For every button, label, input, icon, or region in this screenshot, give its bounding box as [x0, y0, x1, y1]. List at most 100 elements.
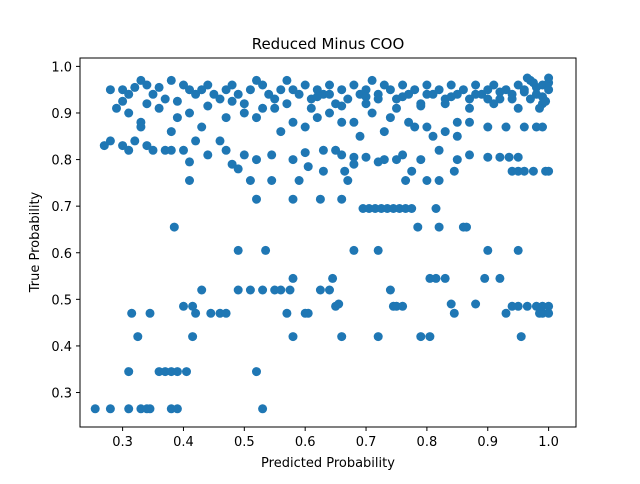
data-point [528, 78, 538, 88]
data-point [288, 194, 298, 204]
data-point [340, 166, 350, 176]
data-point [410, 122, 420, 132]
data-point [258, 285, 268, 295]
x-tick-label: 0.5 [234, 435, 255, 450]
y-tick-label: 0.4 [51, 340, 72, 355]
data-point [385, 113, 395, 123]
data-point [166, 145, 176, 155]
data-point [440, 273, 450, 283]
data-point [99, 141, 109, 151]
data-point [483, 245, 493, 255]
data-point [337, 332, 347, 342]
data-point [209, 89, 219, 99]
data-point [519, 166, 529, 176]
data-point [507, 94, 517, 104]
data-point [471, 80, 481, 90]
data-point [544, 73, 554, 83]
data-point [130, 136, 140, 146]
data-point [270, 103, 280, 113]
data-point [303, 308, 313, 318]
data-point [203, 150, 213, 160]
data-point [300, 122, 310, 132]
data-point [343, 94, 353, 104]
data-point [191, 136, 201, 146]
data-point [148, 145, 158, 155]
y-tick-label: 1.0 [51, 60, 72, 75]
data-point [544, 301, 554, 311]
y-axis-ticks: 0.3 0.4 0.5 0.6 0.7 0.8 0.9 1.0 [51, 60, 80, 402]
data-point [452, 131, 462, 141]
data-point [398, 301, 408, 311]
data-point [513, 152, 523, 162]
x-axis-title: Predicted Probability [261, 456, 395, 471]
data-point [440, 127, 450, 137]
data-point [252, 194, 261, 204]
data-point [303, 162, 313, 172]
x-tick-label: 0.8 [417, 435, 438, 450]
data-point [404, 117, 414, 127]
data-point [544, 308, 554, 318]
data-point [142, 80, 152, 90]
data-point [145, 404, 155, 414]
data-point [197, 285, 207, 295]
data-point [118, 141, 128, 151]
data-point [233, 245, 243, 255]
data-point [440, 99, 450, 109]
data-point [541, 96, 551, 106]
data-point [124, 404, 134, 414]
data-point [197, 122, 207, 132]
data-point [535, 103, 544, 113]
data-point [276, 85, 286, 95]
data-point [337, 150, 347, 160]
data-point [392, 155, 401, 165]
y-tick-label: 0.6 [51, 247, 72, 262]
data-point [401, 176, 411, 185]
data-point [416, 332, 426, 342]
data-point [185, 157, 194, 167]
data-point [105, 85, 115, 95]
data-point [367, 108, 377, 118]
data-point [431, 204, 441, 213]
data-point [166, 75, 176, 85]
data-point [172, 404, 182, 414]
data-point [312, 85, 322, 95]
data-point [252, 155, 261, 165]
data-point [331, 145, 341, 155]
data-point [465, 103, 474, 113]
data-point [191, 308, 201, 318]
data-point [513, 103, 523, 113]
data-point [215, 136, 225, 146]
data-point [160, 94, 170, 104]
data-point [334, 299, 344, 309]
data-point [465, 94, 474, 104]
data-point [328, 273, 338, 283]
x-tick-label: 0.6 [295, 435, 316, 450]
data-point [227, 96, 237, 106]
data-point [172, 113, 182, 123]
data-point [325, 285, 334, 295]
data-point [252, 113, 261, 123]
data-point [385, 85, 395, 95]
data-point [379, 127, 389, 137]
data-point [501, 308, 511, 318]
x-axis-ticks: 0.3 0.4 0.5 0.6 0.7 0.8 0.9 1.0 [112, 427, 559, 450]
data-point [118, 96, 128, 106]
data-point [179, 145, 188, 155]
data-point [233, 164, 243, 174]
data-point [471, 299, 481, 309]
data-point [124, 145, 134, 155]
data-point [154, 82, 164, 92]
data-point [367, 75, 377, 85]
data-point [179, 301, 188, 311]
data-point [130, 82, 140, 92]
data-point [422, 80, 432, 90]
data-point [318, 166, 328, 176]
data-point [525, 94, 535, 104]
data-point [267, 150, 277, 160]
data-point [337, 117, 347, 127]
y-axis-title: True Probability [28, 191, 43, 293]
data-point [483, 152, 493, 162]
data-point [221, 145, 231, 155]
data-point [516, 332, 526, 342]
